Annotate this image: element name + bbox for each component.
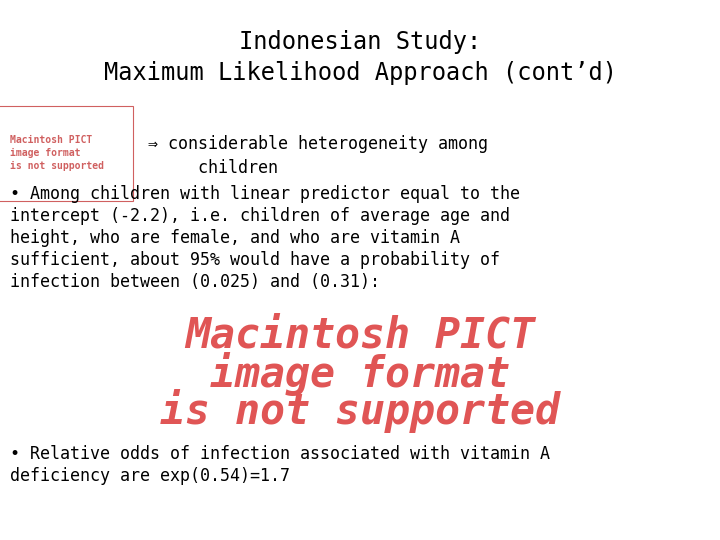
Text: intercept (-2.2), i.e. children of average age and: intercept (-2.2), i.e. children of avera…	[10, 207, 510, 225]
Text: deficiency are exp(0.54)=1.7: deficiency are exp(0.54)=1.7	[10, 467, 290, 485]
Text: • Relative odds of infection associated with vitamin A: • Relative odds of infection associated …	[10, 445, 550, 463]
Text: Macintosh PICT: Macintosh PICT	[185, 315, 535, 357]
Text: • Among children with linear predictor equal to the: • Among children with linear predictor e…	[10, 185, 520, 203]
Text: height, who are female, and who are vitamin A: height, who are female, and who are vita…	[10, 229, 460, 247]
Text: sufficient, about 95% would have a probability of: sufficient, about 95% would have a proba…	[10, 251, 500, 269]
Text: image format: image format	[210, 352, 510, 396]
Text: Indonesian Study:
Maximum Likelihood Approach (cont’d): Indonesian Study: Maximum Likelihood App…	[104, 30, 616, 85]
Text: Macintosh PICT
image format
is not supported: Macintosh PICT image format is not suppo…	[10, 135, 104, 172]
Text: infection between (0.025) and (0.31):: infection between (0.025) and (0.31):	[10, 273, 380, 291]
Text: ⇒ considerable heterogeneity among
     children: ⇒ considerable heterogeneity among child…	[148, 135, 488, 177]
Text: is not supported: is not supported	[160, 389, 560, 433]
